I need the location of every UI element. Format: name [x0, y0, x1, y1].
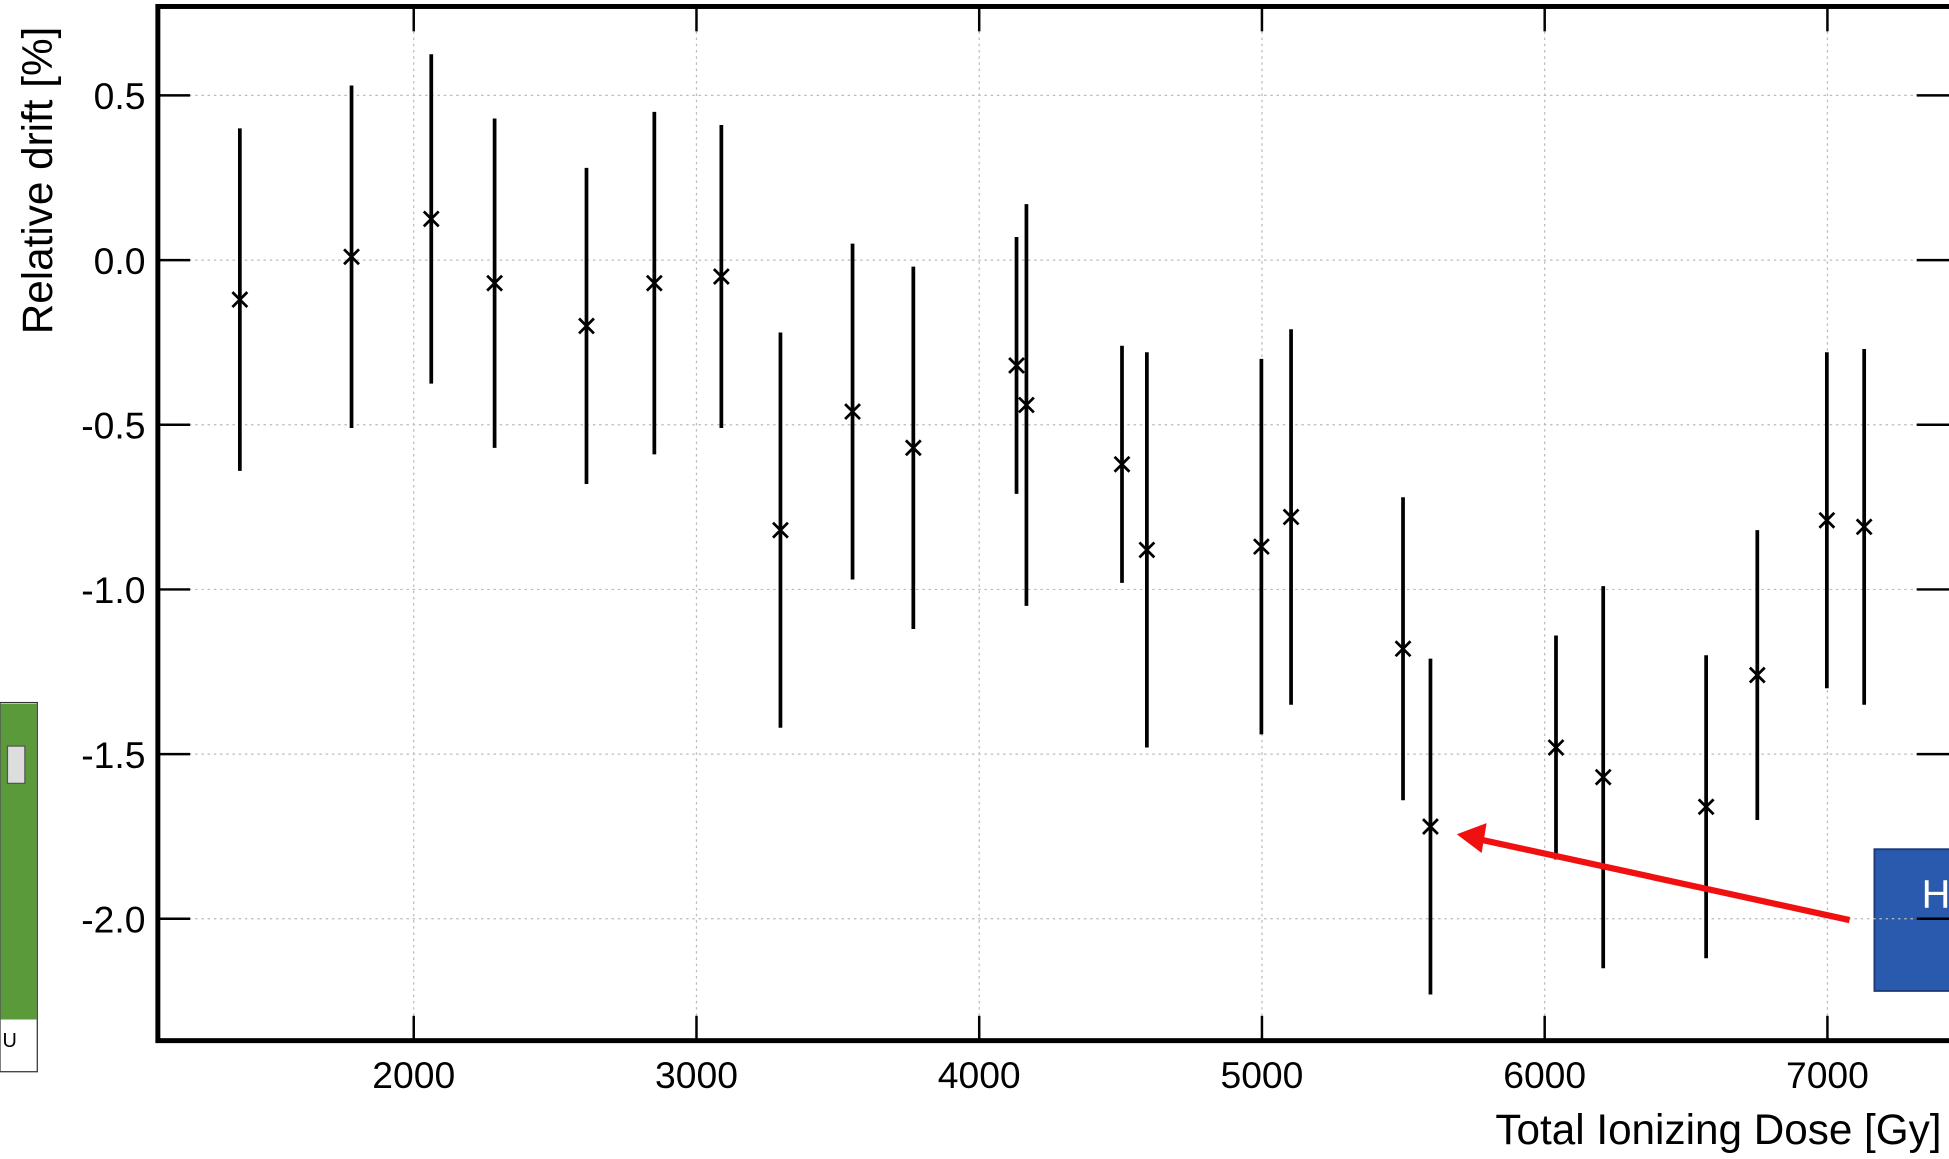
- point-stroke: [712, 268, 730, 285]
- inset-label: U: [2, 1030, 16, 1052]
- point-stroke: [1252, 538, 1270, 556]
- point: [231, 291, 249, 309]
- point: [1282, 508, 1300, 526]
- point-stroke: [1748, 666, 1766, 684]
- annotation-arrow: [1478, 836, 1851, 924]
- point-stroke: [772, 521, 789, 539]
- x-axis-title: Total Ionizing Dose [Gy]: [1495, 1106, 1941, 1153]
- x-tick-label: 5000: [1220, 1054, 1303, 1096]
- point-stroke: [1818, 511, 1836, 529]
- point: [1394, 640, 1412, 658]
- point-stroke: [1547, 739, 1565, 756]
- point: [1252, 538, 1270, 556]
- point-stroke: [1697, 798, 1715, 816]
- point-stroke: [844, 403, 861, 421]
- point-stroke: [578, 317, 595, 335]
- x-tick-label: 6000: [1503, 1054, 1586, 1096]
- plot: 2000 3000 4000 5000 6000 7000 0.5 0.0 -0.5 -1.0 -1…: [81, 3, 1949, 1096]
- point: [1422, 818, 1439, 835]
- y-tick-label: -1.0: [81, 569, 145, 611]
- point: [712, 268, 730, 285]
- point: [486, 274, 504, 292]
- annotation-box: [1873, 848, 1949, 992]
- point-stroke: [1018, 396, 1035, 414]
- point: [844, 403, 861, 421]
- point-stroke: [343, 248, 360, 266]
- point: [422, 210, 440, 228]
- x-tick-label: 3000: [655, 1054, 738, 1096]
- point-stroke: [1855, 518, 1873, 536]
- point-stroke: [1113, 455, 1131, 473]
- point-stroke: [486, 274, 504, 292]
- point-stroke: [1138, 541, 1156, 559]
- point: [1818, 511, 1836, 529]
- point-stroke: [1422, 818, 1439, 835]
- inset-detail: [6, 745, 26, 784]
- x-tick-label: 7000: [1786, 1054, 1869, 1096]
- x-tick-label: 2000: [372, 1054, 455, 1096]
- y-tick-label: 0.0: [94, 240, 146, 282]
- point: [578, 317, 595, 335]
- y-tick-label: -0.5: [81, 404, 145, 446]
- x-tick-label: 4000: [938, 1054, 1021, 1096]
- point: [1594, 768, 1612, 786]
- point: [1138, 541, 1156, 559]
- y-tick-label: -2.0: [81, 898, 145, 940]
- point-stroke: [645, 274, 663, 292]
- point-stroke: [231, 291, 249, 309]
- point: [1697, 798, 1715, 816]
- point: [1008, 357, 1025, 374]
- point: [772, 521, 789, 539]
- point-stroke: [1594, 768, 1612, 786]
- arrow-head: [1456, 823, 1487, 853]
- point: [645, 274, 663, 292]
- y-axis-title: Relative drift [%]: [14, 27, 61, 335]
- point: [904, 439, 922, 457]
- point-stroke: [1008, 357, 1025, 374]
- point: [1855, 518, 1873, 536]
- y-tick-label: 0.5: [94, 75, 146, 117]
- y-tick-label: -1.5: [81, 734, 145, 776]
- point: [1748, 666, 1766, 684]
- point-stroke: [1394, 640, 1412, 658]
- point-stroke: [1282, 508, 1300, 526]
- plot-frame: [155, 3, 1949, 1044]
- point-stroke: [422, 210, 440, 228]
- point: [343, 248, 360, 266]
- point: [1113, 455, 1131, 473]
- point: [1018, 396, 1035, 414]
- point-stroke: [904, 439, 922, 457]
- point: [1547, 739, 1565, 756]
- annotation-text: H: [1922, 873, 1949, 917]
